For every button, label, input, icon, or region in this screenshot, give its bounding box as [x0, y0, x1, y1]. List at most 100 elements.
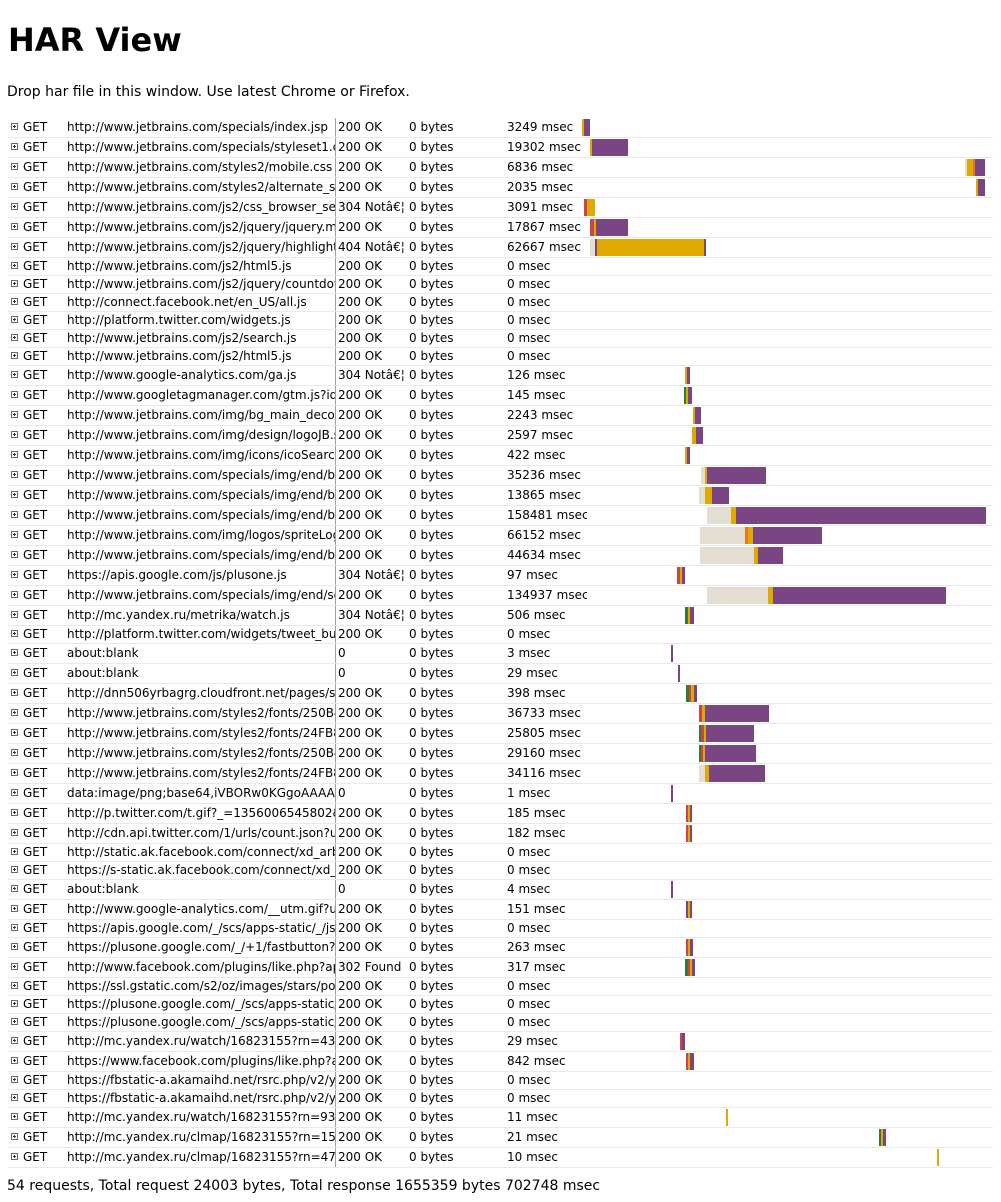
request-url[interactable]: http://static.ak.facebook.com/connect/xd… [67, 844, 336, 861]
request-url[interactable]: http://www.google-analytics.com/ga.js [67, 366, 336, 385]
expand-icon[interactable] [11, 963, 18, 970]
request-url[interactable]: http://www.jetbrains.com/img/bg_main_dec… [67, 406, 336, 425]
request-url[interactable]: https://plusone.google.com/_/scs/apps-st… [67, 996, 336, 1013]
request-url[interactable]: https://ssl.gstatic.com/s2/oz/images/sta… [67, 978, 336, 995]
expand-icon[interactable] [11, 1018, 18, 1025]
expand-icon[interactable] [11, 1153, 18, 1160]
expand-icon[interactable] [11, 352, 18, 359]
expand-icon[interactable] [11, 316, 18, 323]
request-row[interactable]: GET http://platform.twitter.com/widgets/t… [8, 626, 993, 644]
request-row[interactable]: GET http://www.jetbrains.com/js2/css_brow… [8, 198, 993, 218]
request-url[interactable]: http://platform.twitter.com/widgets.js [67, 312, 336, 329]
request-url[interactable]: http://www.jetbrains.com/js2/jquery/high… [67, 238, 336, 257]
request-url[interactable]: http://www.jetbrains.com/styles2/alterna… [67, 178, 336, 197]
request-url[interactable]: http://www.google-analytics.com/__utm.gi… [67, 900, 336, 919]
request-row[interactable]: GET https://apis.google.com/js/plusone.js… [8, 566, 993, 586]
request-url[interactable]: http://www.jetbrains.com/styles2/fonts/2… [67, 724, 336, 743]
expand-icon[interactable] [11, 1076, 18, 1083]
expand-icon[interactable] [11, 848, 18, 855]
request-url[interactable]: http://p.twitter.com/t.gif?_=13560065458… [67, 804, 336, 823]
request-url[interactable]: https://plusone.google.com/_/scs/apps-st… [67, 1014, 336, 1031]
request-url[interactable]: about:blank [67, 644, 336, 663]
request-row[interactable]: GET http://www.jetbrains.com/specials/img… [8, 486, 993, 506]
expand-icon[interactable] [11, 789, 18, 796]
expand-icon[interactable] [11, 371, 18, 378]
expand-icon[interactable] [11, 431, 18, 438]
expand-icon[interactable] [11, 649, 18, 656]
expand-icon[interactable] [11, 1113, 18, 1120]
expand-icon[interactable] [11, 123, 18, 130]
expand-icon[interactable] [11, 183, 18, 190]
request-row[interactable]: GET http://www.jetbrains.com/specials/sty… [8, 138, 993, 158]
expand-icon[interactable] [11, 243, 18, 250]
request-url[interactable]: http://www.jetbrains.com/specials/img/en… [67, 466, 336, 485]
request-row[interactable]: GET https://plusone.google.com/_/scs/apps… [8, 1014, 993, 1032]
expand-icon[interactable] [11, 163, 18, 170]
request-row[interactable]: GET http://www.jetbrains.com/img/design/l… [8, 426, 993, 446]
request-row[interactable]: GET http://www.jetbrains.com/js2/jquery/c… [8, 276, 993, 294]
expand-icon[interactable] [11, 262, 18, 269]
request-url[interactable]: https://www.facebook.com/plugins/like.ph… [67, 1052, 336, 1071]
expand-icon[interactable] [11, 630, 18, 637]
expand-icon[interactable] [11, 982, 18, 989]
request-row[interactable]: GET https://fbstatic-a.akamaihd.net/rsrc.… [8, 1090, 993, 1108]
request-row[interactable]: GET data:image/png;base64,iVBORw0KGgoAAAA… [8, 784, 993, 804]
expand-icon[interactable] [11, 689, 18, 696]
expand-icon[interactable] [11, 551, 18, 558]
request-row[interactable]: GET http://www.jetbrains.com/styles2/font… [8, 724, 993, 744]
expand-icon[interactable] [11, 729, 18, 736]
expand-icon[interactable] [11, 531, 18, 538]
request-url[interactable]: http://www.jetbrains.com/js2/css_browser… [67, 198, 336, 217]
expand-icon[interactable] [11, 334, 18, 341]
request-url[interactable]: http://www.jetbrains.com/specials/index.… [67, 118, 336, 137]
request-row[interactable]: GET http://www.jetbrains.com/specials/img… [8, 466, 993, 486]
expand-icon[interactable] [11, 1133, 18, 1140]
request-url[interactable]: http://www.jetbrains.com/js2/jquery/coun… [67, 276, 336, 293]
request-url[interactable]: http://mc.yandex.ru/clmap/16823155?rn=15… [67, 1128, 336, 1147]
request-url[interactable]: http://mc.yandex.ru/watch/16823155?rn=43… [67, 1032, 336, 1051]
request-url[interactable]: https://fbstatic-a.akamaihd.net/rsrc.php… [67, 1072, 336, 1089]
request-row[interactable]: GET http://dnn506yrbagrg.cloudfront.net/p… [8, 684, 993, 704]
expand-icon[interactable] [11, 1057, 18, 1064]
request-row[interactable]: GET http://mc.yandex.ru/clmap/16823155?rn… [8, 1148, 993, 1168]
request-row[interactable]: GET http://platform.twitter.com/widgets.j… [8, 312, 993, 330]
expand-icon[interactable] [11, 203, 18, 210]
request-row[interactable]: GET http://www.jetbrains.com/js2/jquery/j… [8, 218, 993, 238]
request-row[interactable]: GET http://www.google-analytics.com/ga.js… [8, 366, 993, 386]
request-url[interactable]: http://www.jetbrains.com/styles2/fonts/2… [67, 764, 336, 783]
request-url[interactable]: http://mc.yandex.ru/metrika/watch.js [67, 606, 336, 625]
request-row[interactable]: GET http://connect.facebook.net/en_US/all… [8, 294, 993, 312]
expand-icon[interactable] [11, 709, 18, 716]
request-row[interactable]: GET http://p.twitter.com/t.gif?_=13560065… [8, 804, 993, 824]
request-row[interactable]: GET https://www.facebook.com/plugins/like… [8, 1052, 993, 1072]
request-url[interactable]: http://www.jetbrains.com/img/design/logo… [67, 426, 336, 445]
request-row[interactable]: GET http://www.jetbrains.com/js2/jquery/h… [8, 238, 993, 258]
expand-icon[interactable] [11, 1094, 18, 1101]
expand-icon[interactable] [11, 885, 18, 892]
request-row[interactable]: GET http://www.jetbrains.com/styles2/font… [8, 764, 993, 784]
request-row[interactable]: GET http://www.jetbrains.com/img/bg_main_… [8, 406, 993, 426]
request-url[interactable]: http://www.jetbrains.com/specials/img/en… [67, 506, 336, 525]
request-row[interactable]: GET https://fbstatic-a.akamaihd.net/rsrc.… [8, 1072, 993, 1090]
expand-icon[interactable] [11, 611, 18, 618]
expand-icon[interactable] [11, 591, 18, 598]
request-row[interactable]: GET https://apis.google.com/_/scs/apps-st… [8, 920, 993, 938]
request-row[interactable]: GET https://s-static.ak.facebook.com/conn… [8, 862, 993, 880]
expand-icon[interactable] [11, 223, 18, 230]
request-url[interactable]: http://www.jetbrains.com/specials/img/en… [67, 586, 336, 605]
request-row[interactable]: GET http://www.jetbrains.com/styles2/mobi… [8, 158, 993, 178]
request-url[interactable]: https://plusone.google.com/_/+1/fastbutt… [67, 938, 336, 957]
expand-icon[interactable] [11, 451, 18, 458]
request-row[interactable]: GET http://mc.yandex.ru/watch/16823155?rn… [8, 1032, 993, 1052]
expand-icon[interactable] [11, 749, 18, 756]
request-row[interactable]: GET http://www.jetbrains.com/js2/html5.js… [8, 348, 993, 366]
request-url[interactable]: about:blank [67, 880, 336, 899]
request-url[interactable]: http://mc.yandex.ru/watch/16823155?rn=93… [67, 1108, 336, 1127]
request-row[interactable]: GET http://www.jetbrains.com/js2/html5.js… [8, 258, 993, 276]
request-url[interactable]: https://s-static.ak.facebook.com/connect… [67, 862, 336, 879]
request-row[interactable]: GET http://www.jetbrains.com/js2/search.j… [8, 330, 993, 348]
expand-icon[interactable] [11, 1037, 18, 1044]
expand-icon[interactable] [11, 391, 18, 398]
request-row[interactable]: GET http://static.ak.facebook.com/connect… [8, 844, 993, 862]
request-row[interactable]: GET http://www.jetbrains.com/styles2/font… [8, 744, 993, 764]
